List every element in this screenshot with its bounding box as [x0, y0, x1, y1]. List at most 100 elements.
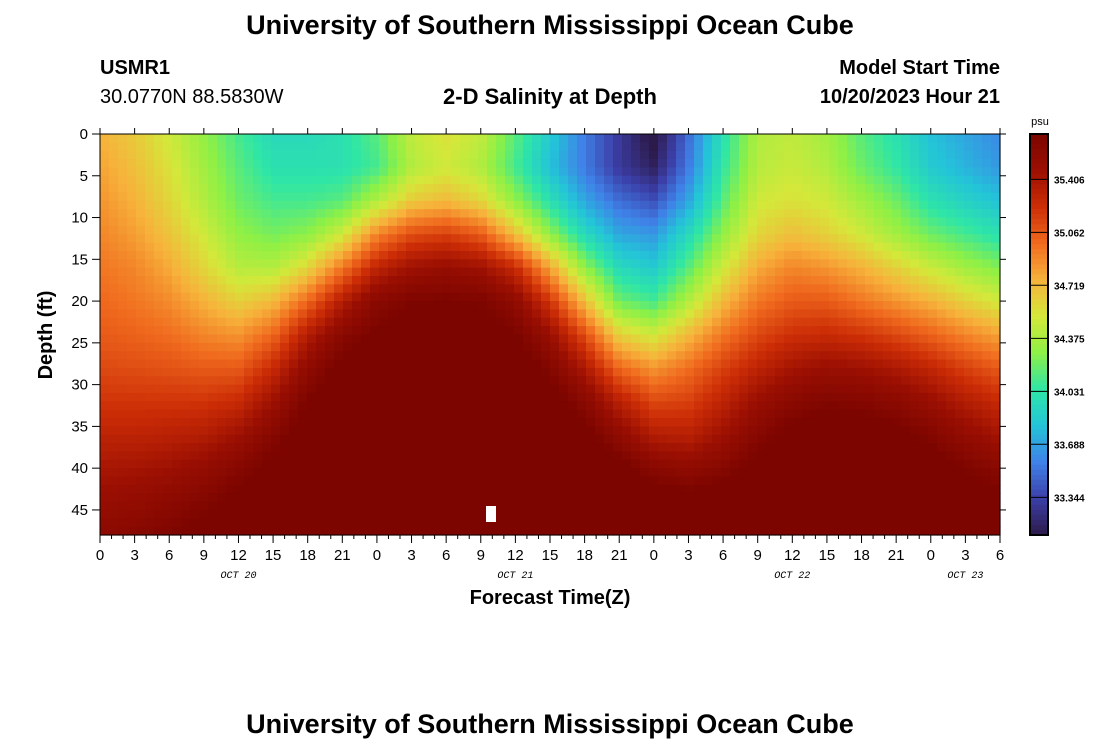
heatmap-cell: [541, 409, 551, 419]
heatmap-cell: [604, 367, 614, 377]
heatmap-cell: [199, 493, 209, 503]
heatmap-cell: [487, 459, 497, 469]
heatmap-cell: [469, 259, 479, 269]
heatmap-cell: [820, 384, 830, 394]
heatmap-cell: [289, 384, 299, 394]
heatmap-cell: [676, 134, 686, 143]
heatmap-cell: [343, 317, 353, 327]
heatmap-cell: [253, 284, 263, 294]
heatmap-cell: [460, 284, 470, 294]
heatmap-cell: [442, 259, 452, 269]
heatmap-cell: [658, 184, 668, 194]
heatmap-cell: [829, 342, 839, 352]
heatmap-cell: [325, 184, 335, 194]
heatmap-cell: [505, 142, 515, 152]
heatmap-cell: [406, 225, 416, 235]
heatmap-cell: [487, 384, 497, 394]
heatmap-cell: [262, 367, 272, 377]
heatmap-cell: [514, 209, 524, 219]
heatmap-cell: [721, 342, 731, 352]
heatmap-cell: [739, 468, 749, 478]
heatmap-cell: [370, 359, 380, 369]
heatmap-cell: [856, 309, 866, 319]
heatmap-cell: [262, 451, 272, 461]
heatmap-cell: [280, 142, 290, 152]
heatmap-cell: [145, 192, 155, 202]
heatmap-cell: [937, 142, 947, 152]
heatmap-cell: [847, 376, 857, 386]
heatmap-cell: [100, 376, 110, 386]
heatmap-cell: [361, 384, 371, 394]
heatmap-cell: [820, 150, 830, 160]
heatmap-cell: [397, 334, 407, 344]
heatmap-cell: [262, 167, 272, 177]
heatmap-cell: [748, 209, 758, 219]
heatmap-cell: [190, 309, 200, 319]
heatmap-cell: [406, 209, 416, 219]
heatmap-cell: [505, 409, 515, 419]
heatmap-cell: [325, 434, 335, 444]
heatmap-cell: [964, 518, 974, 528]
heatmap-cell: [892, 234, 902, 244]
heatmap-cell: [496, 259, 506, 269]
heatmap-cell: [793, 175, 803, 185]
heatmap-cell: [847, 451, 857, 461]
heatmap-cell: [667, 493, 677, 503]
heatmap-cell: [721, 292, 731, 302]
heatmap-cell: [298, 309, 308, 319]
heatmap-cell: [766, 200, 776, 210]
heatmap-cell: [343, 376, 353, 386]
heatmap-cell: [550, 401, 560, 411]
heatmap-cell: [289, 409, 299, 419]
heatmap-cell: [127, 167, 137, 177]
heatmap-cell: [442, 284, 452, 294]
heatmap-cell: [757, 476, 767, 486]
heatmap-cell: [658, 284, 668, 294]
heatmap-cell: [235, 276, 245, 285]
heatmap-cell: [919, 309, 929, 319]
heatmap-cell: [316, 301, 326, 311]
heatmap-cell: [676, 384, 686, 394]
heatmap-cell: [334, 376, 344, 386]
heatmap-cell: [244, 392, 254, 402]
heatmap-cell: [424, 451, 434, 461]
heatmap-cell: [370, 301, 380, 311]
heatmap-cell: [568, 159, 578, 169]
heatmap-cell: [946, 276, 956, 285]
heatmap-cell: [694, 301, 704, 311]
heatmap-cell: [577, 426, 587, 436]
heatmap-cell: [856, 192, 866, 202]
heatmap-cell: [829, 217, 839, 227]
heatmap-cell: [577, 476, 587, 486]
heatmap-cell: [208, 443, 218, 453]
heatmap-cell: [109, 443, 119, 453]
heatmap-cell: [658, 384, 668, 394]
heatmap-cell: [352, 501, 362, 511]
heatmap-cell: [667, 309, 677, 319]
heatmap-cell: [217, 326, 227, 336]
heatmap-cell: [118, 192, 128, 202]
heatmap-cell: [658, 518, 668, 528]
heatmap-cell: [109, 234, 119, 244]
heatmap-cell: [397, 267, 407, 277]
heatmap-cell: [784, 250, 794, 260]
heatmap-cell: [811, 267, 821, 277]
heatmap-cell: [793, 509, 803, 519]
heatmap-cell: [253, 367, 263, 377]
heatmap-cell: [163, 242, 173, 252]
heatmap-cell: [532, 159, 542, 169]
heatmap-cell: [469, 342, 479, 352]
heatmap-cell: [514, 367, 524, 377]
heatmap-cell: [595, 309, 605, 319]
heatmap-cell: [109, 526, 119, 536]
heatmap-cell: [685, 384, 695, 394]
heatmap-cell: [982, 184, 992, 194]
heatmap-cell: [271, 392, 281, 402]
heatmap-cell: [145, 351, 155, 361]
heatmap-cell: [163, 501, 173, 511]
heatmap-cell: [334, 192, 344, 202]
heatmap-cell: [523, 326, 533, 336]
heatmap-cell: [532, 367, 542, 377]
heatmap-cell: [388, 493, 398, 503]
heatmap-cell: [172, 142, 182, 152]
